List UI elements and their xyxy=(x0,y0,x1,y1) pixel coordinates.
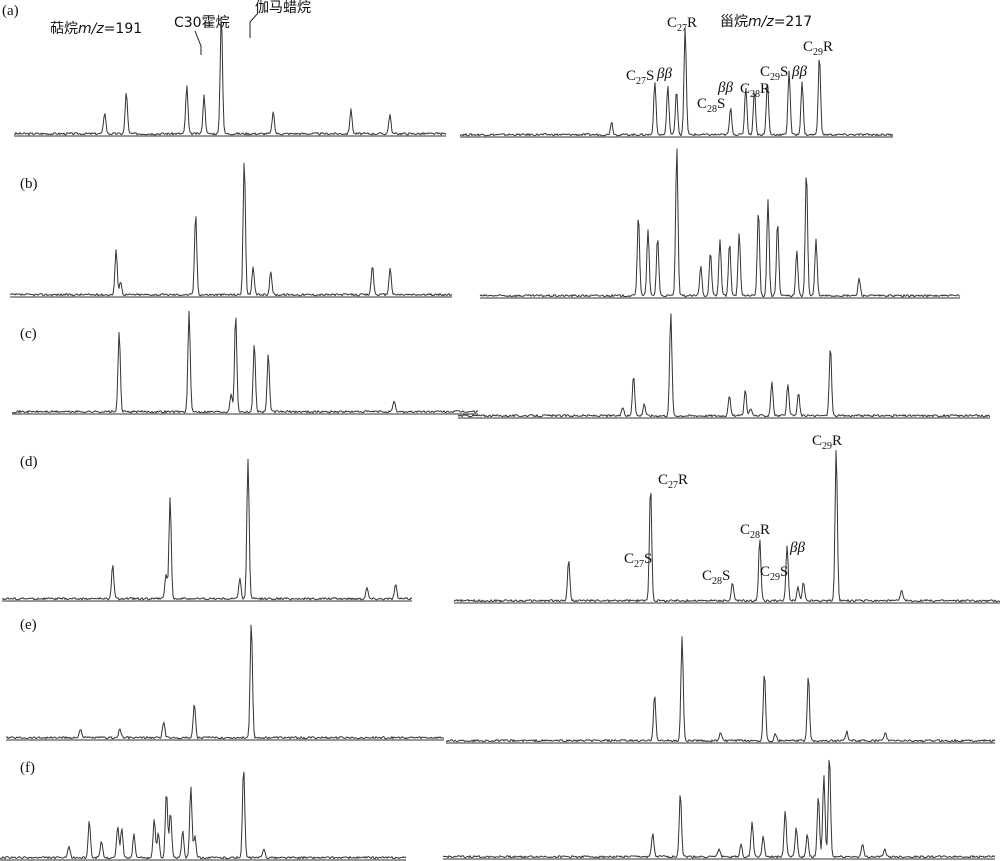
panel-label-e: (e) xyxy=(20,617,37,633)
peak-label-a-bb1: ββ xyxy=(656,66,672,82)
peak-label-a-c29r: C29R xyxy=(803,39,833,58)
trace-b-sterane xyxy=(479,148,961,298)
trace-f-terpane xyxy=(0,771,407,860)
trace-c-sterane xyxy=(457,313,991,418)
trace-a-terpane xyxy=(13,19,447,136)
sterane-title: 甾烷m/z=217 xyxy=(720,14,812,30)
peak-labels-d: C29R C27R C28R ββ C27S C28S C29S xyxy=(624,433,842,587)
panel-label-d: (d) xyxy=(20,454,38,470)
peak-label-d-c27r: C27R xyxy=(658,472,688,491)
c30-hopane-leader xyxy=(194,30,202,55)
trace-d-terpane xyxy=(1,458,413,601)
peak-label-a-c28r: C28R xyxy=(740,81,770,100)
trace-layer xyxy=(0,19,1000,861)
peak-label-a-c27s: C27S xyxy=(626,68,654,87)
peak-label-a-c29s: C29S xyxy=(760,64,788,83)
trace-f-sterane xyxy=(442,759,996,859)
panel-label-f: (f) xyxy=(20,760,35,776)
gammacerane-label: 伽马蜡烷 xyxy=(255,0,311,16)
peak-label-d-c29s: C29S xyxy=(760,564,788,583)
peak-label-d-c28s: C28S xyxy=(702,568,730,587)
peak-label-d-c28r: C28R xyxy=(740,522,770,541)
trace-e-terpane xyxy=(5,624,445,740)
trace-c-terpane xyxy=(12,310,479,414)
peak-labels-a: C27R C27S ββ C28S ββ C28R C29S ββ C29R xyxy=(626,15,833,115)
trace-a-sterane xyxy=(459,27,894,137)
trace-e-sterane xyxy=(445,636,996,743)
peak-label-d-bb: ββ xyxy=(789,540,805,556)
peak-label-a-c28s: C28S xyxy=(697,96,725,115)
peak-label-d-c29r: C29R xyxy=(812,433,842,452)
panel-label-a: (a) xyxy=(2,3,19,19)
gammacerane-leader xyxy=(249,12,259,38)
panel-label-b: (b) xyxy=(20,176,38,192)
peak-label-a-bb3: ββ xyxy=(791,64,807,80)
peak-label-a-c27r: C27R xyxy=(667,15,697,34)
panel-label-c: (c) xyxy=(20,326,37,342)
terpane-title: 萜烷m/z=191 xyxy=(50,21,142,37)
c30-hopane-label: C30霍烷 xyxy=(174,15,230,31)
peak-label-d-c27s: C27S xyxy=(624,551,652,570)
peak-label-a-bb2: ββ xyxy=(717,80,733,96)
trace-b-terpane xyxy=(9,162,453,297)
trace-d-sterane xyxy=(453,450,1000,603)
